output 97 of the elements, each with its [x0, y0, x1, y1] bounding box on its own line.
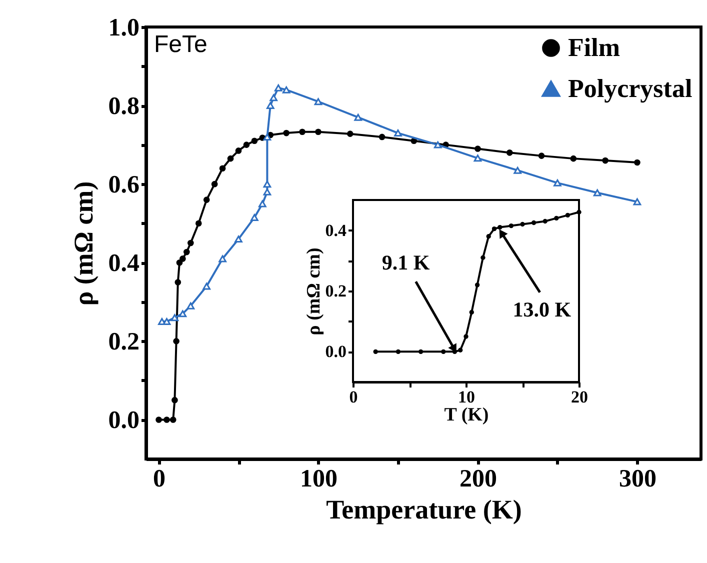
y-axis-title: ρ (mΩ cm)	[303, 248, 324, 336]
point	[170, 314, 179, 322]
point	[441, 349, 446, 354]
point	[498, 224, 502, 230]
point	[469, 310, 474, 315]
point	[162, 318, 171, 326]
legend-label: Polycrystal	[568, 74, 692, 103]
point	[474, 154, 482, 162]
y-tick-label: 0.6	[108, 172, 140, 199]
point	[178, 310, 187, 318]
point	[378, 134, 386, 140]
point	[593, 189, 602, 196]
y-tick-label: 0.0	[325, 342, 346, 362]
point	[315, 128, 322, 136]
point	[486, 234, 491, 239]
x-axis-title: Temperature (K)	[326, 494, 522, 524]
y-tick-label: 0.8	[108, 93, 140, 120]
point	[258, 200, 266, 208]
point	[186, 302, 195, 310]
point	[218, 255, 226, 262]
y-axis-title: ρ (mΩ cm)	[68, 181, 98, 306]
annotation: 9.1 K	[382, 250, 430, 275]
annotation: FeTe	[154, 31, 208, 58]
point	[520, 222, 525, 227]
point	[531, 220, 536, 226]
point	[633, 198, 642, 206]
point	[474, 146, 481, 152]
x-tick-label: 10	[458, 388, 475, 406]
point	[396, 349, 401, 354]
point	[394, 130, 402, 137]
point	[227, 155, 234, 162]
point	[418, 349, 424, 354]
x-tick-label: 100	[300, 466, 338, 492]
x-tick-label: 0	[153, 466, 166, 492]
point	[270, 94, 278, 102]
point	[219, 165, 226, 172]
point	[173, 338, 180, 344]
point	[576, 210, 582, 214]
point	[274, 84, 282, 92]
y-tick-label: 0.4	[325, 220, 347, 240]
point	[634, 159, 640, 166]
point	[299, 128, 306, 136]
point	[266, 102, 274, 110]
point	[211, 180, 218, 188]
point	[506, 150, 513, 156]
point	[282, 86, 290, 94]
point	[263, 180, 272, 188]
point	[464, 334, 468, 339]
point	[172, 396, 178, 404]
point	[243, 142, 250, 148]
y-tick-label: 0.2	[108, 328, 140, 356]
point	[514, 166, 522, 174]
point	[538, 152, 545, 159]
point	[235, 148, 242, 154]
point	[492, 226, 497, 232]
point	[180, 256, 186, 262]
point	[187, 240, 194, 246]
annotation: 13.0 K	[512, 297, 572, 322]
point	[474, 282, 480, 288]
point	[195, 220, 202, 227]
point	[251, 138, 258, 144]
point	[314, 98, 322, 106]
x-tick-label: 200	[459, 466, 497, 492]
legend-label: Film	[568, 33, 620, 62]
point	[234, 236, 242, 243]
point	[565, 212, 570, 218]
point	[542, 218, 548, 224]
point	[164, 416, 170, 423]
point	[570, 155, 577, 162]
point	[283, 130, 290, 136]
point	[434, 141, 442, 148]
point	[373, 349, 378, 354]
point	[554, 216, 559, 221]
point	[184, 248, 190, 256]
point	[202, 282, 211, 290]
point	[174, 279, 182, 286]
point	[458, 348, 463, 352]
point	[250, 214, 258, 221]
point	[263, 133, 272, 140]
point	[480, 255, 486, 260]
point	[263, 188, 272, 196]
point	[156, 416, 162, 423]
x-tick-label: 0	[349, 388, 358, 406]
y-tick-label: 0.2	[325, 282, 346, 300]
point	[508, 223, 514, 228]
point	[170, 416, 176, 423]
point	[346, 130, 354, 137]
y-tick-label: 1.0	[108, 14, 140, 42]
point	[554, 179, 562, 186]
point	[354, 114, 362, 121]
point	[203, 196, 210, 203]
y-tick-label: 0.0	[108, 407, 140, 434]
x-tick-label: 20	[571, 388, 588, 406]
x-axis-title: T (K)	[444, 404, 489, 426]
y-tick-label: 0.4	[108, 250, 140, 278]
point	[602, 157, 608, 164]
x-tick-label: 300	[618, 466, 656, 492]
